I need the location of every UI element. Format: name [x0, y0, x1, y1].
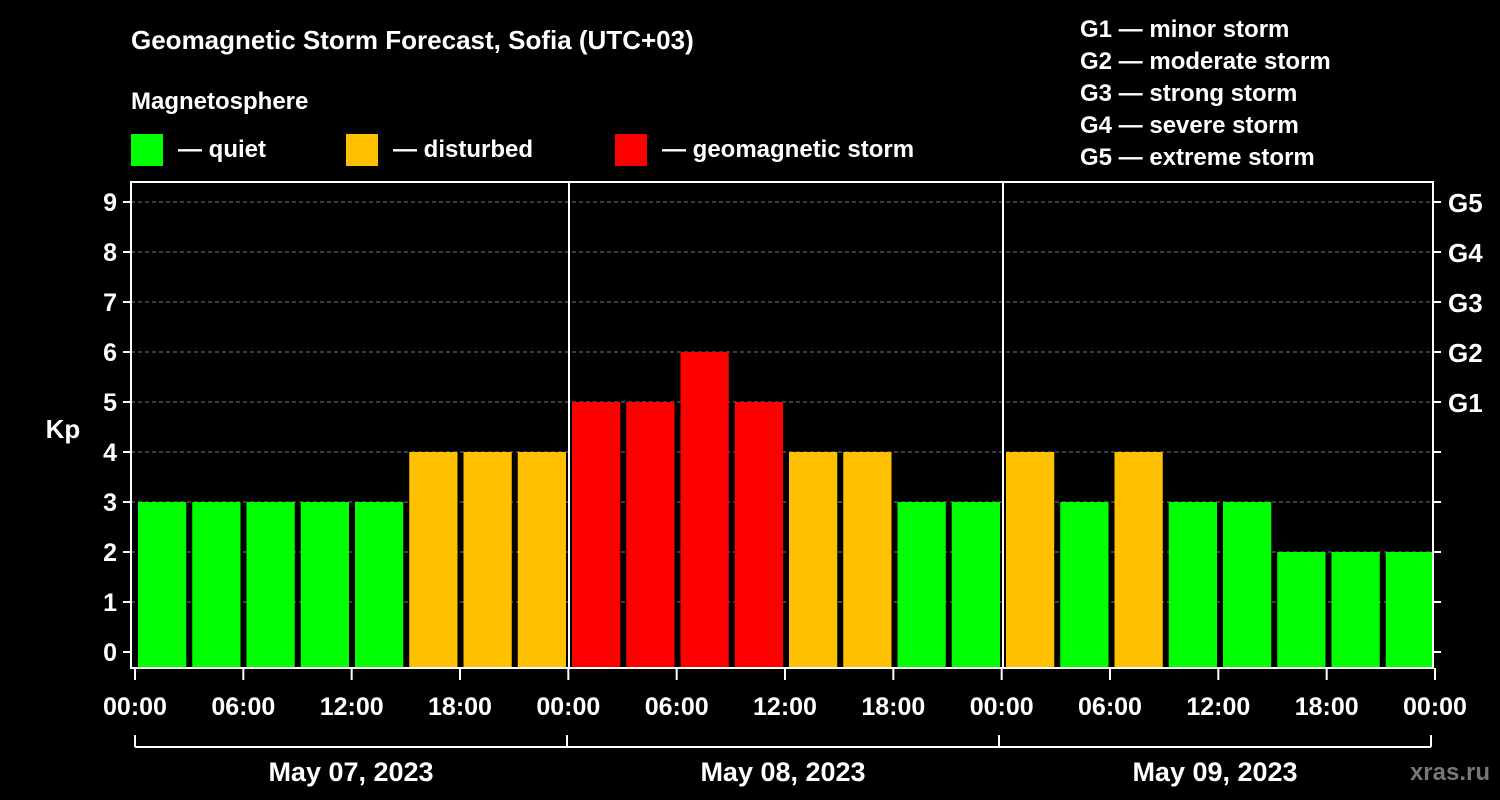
- storm-scale-item-0: G1 — minor storm: [1080, 16, 1289, 43]
- x-tick-label-5: 06:00: [645, 693, 709, 721]
- storm-scale-item-4: G5 — extreme storm: [1080, 144, 1315, 171]
- legend-swatch-0: [131, 134, 163, 166]
- bar-21: [1277, 552, 1326, 668]
- bar-17: [1060, 502, 1109, 668]
- y-tick-label-8: 8: [103, 239, 117, 267]
- date-label-2: May 09, 2023: [1132, 757, 1297, 787]
- x-tick-label-2: 12:00: [320, 693, 384, 721]
- y-tick-label-1: 1: [103, 589, 117, 617]
- legend-label-2: — geomagnetic storm: [662, 136, 914, 163]
- bars: [138, 352, 1434, 668]
- storm-level-axis: G1 G2 G3 G4 G5: [1448, 188, 1483, 418]
- axes: [123, 181, 1441, 680]
- bar-16: [1006, 452, 1055, 668]
- legend-label-0: — quiet: [178, 136, 266, 163]
- date-label-1: May 08, 2023: [700, 757, 865, 787]
- storm-scale-item-2: G3 — strong storm: [1080, 80, 1297, 107]
- y-axis-title: Kp: [46, 414, 81, 444]
- y-axis-labels: 0 1 2 3 4 5 6 7 8 9: [103, 189, 117, 667]
- storm-level-label-G5: G5: [1448, 188, 1483, 218]
- storm-level-label-G4: G4: [1448, 238, 1483, 268]
- y-tick-label-3: 3: [103, 489, 117, 517]
- bar-19: [1168, 502, 1217, 668]
- bar-12: [789, 452, 838, 668]
- bar-23: [1385, 552, 1434, 668]
- bar-15: [951, 502, 1000, 668]
- bar-2: [246, 502, 295, 668]
- legend-swatch-1: [346, 134, 378, 166]
- date-labels: May 07, 2023 May 08, 2023 May 09, 2023: [134, 735, 1432, 787]
- bar-20: [1223, 502, 1272, 668]
- x-tick-label-9: 06:00: [1078, 693, 1142, 721]
- legend: — quiet — disturbed — geomagnetic storm: [131, 134, 914, 166]
- x-tick-label-7: 18:00: [861, 693, 925, 721]
- bar-3: [300, 502, 349, 668]
- x-tick-label-0: 00:00: [103, 693, 167, 721]
- legend-label-1: — disturbed: [393, 136, 533, 163]
- legend-swatch-2: [615, 134, 647, 166]
- bar-11: [734, 402, 783, 668]
- x-tick-label-8: 00:00: [970, 693, 1034, 721]
- bar-7: [517, 452, 566, 668]
- y-tick-label-4: 4: [103, 439, 117, 467]
- bar-10: [680, 352, 729, 668]
- x-tick-label-3: 18:00: [428, 693, 492, 721]
- x-tick-label-6: 12:00: [753, 693, 817, 721]
- chart-title: Geomagnetic Storm Forecast, Sofia (UTC+0…: [131, 25, 694, 55]
- bar-14: [897, 502, 946, 668]
- y-tick-label-6: 6: [103, 339, 117, 367]
- bar-22: [1331, 552, 1380, 668]
- storm-scale-legend: G1 — minor storm G2 — moderate storm G3 — …: [1080, 16, 1331, 171]
- x-tick-label-1: 06:00: [211, 693, 275, 721]
- bar-5: [409, 452, 458, 668]
- storm-level-label-G3: G3: [1448, 288, 1483, 318]
- y-tick-label-5: 5: [103, 389, 117, 417]
- plot-frame: [130, 181, 1434, 669]
- bar-4: [355, 502, 404, 668]
- storm-level-label-G1: G1: [1448, 388, 1483, 418]
- legend-title: Magnetosphere: [131, 88, 308, 115]
- bar-1: [192, 502, 241, 668]
- date-label-0: May 07, 2023: [268, 757, 433, 787]
- storm-level-label-G2: G2: [1448, 338, 1483, 368]
- bar-6: [463, 452, 512, 668]
- storm-scale-item-3: G4 — severe storm: [1080, 112, 1299, 139]
- y-tick-label-0: 0: [103, 639, 117, 667]
- y-tick-label-2: 2: [103, 539, 117, 567]
- x-tick-label-4: 00:00: [536, 693, 600, 721]
- x-axis-labels: 00:00 06:00 12:00 18:00 00:00 06:00 12:00 18:00…: [103, 693, 1467, 721]
- bar-18: [1114, 452, 1163, 668]
- y-tick-label-9: 9: [103, 189, 117, 217]
- bar-13: [843, 452, 892, 668]
- x-tick-label-11: 18:00: [1295, 693, 1359, 721]
- x-tick-label-12: 00:00: [1403, 693, 1467, 721]
- bar-8: [572, 402, 621, 668]
- storm-scale-item-1: G2 — moderate storm: [1080, 48, 1331, 75]
- bar-9: [626, 402, 675, 668]
- watermark: xras.ru: [1410, 759, 1490, 786]
- bar-0: [138, 502, 187, 668]
- y-tick-label-7: 7: [103, 289, 117, 317]
- x-tick-label-10: 12:00: [1186, 693, 1250, 721]
